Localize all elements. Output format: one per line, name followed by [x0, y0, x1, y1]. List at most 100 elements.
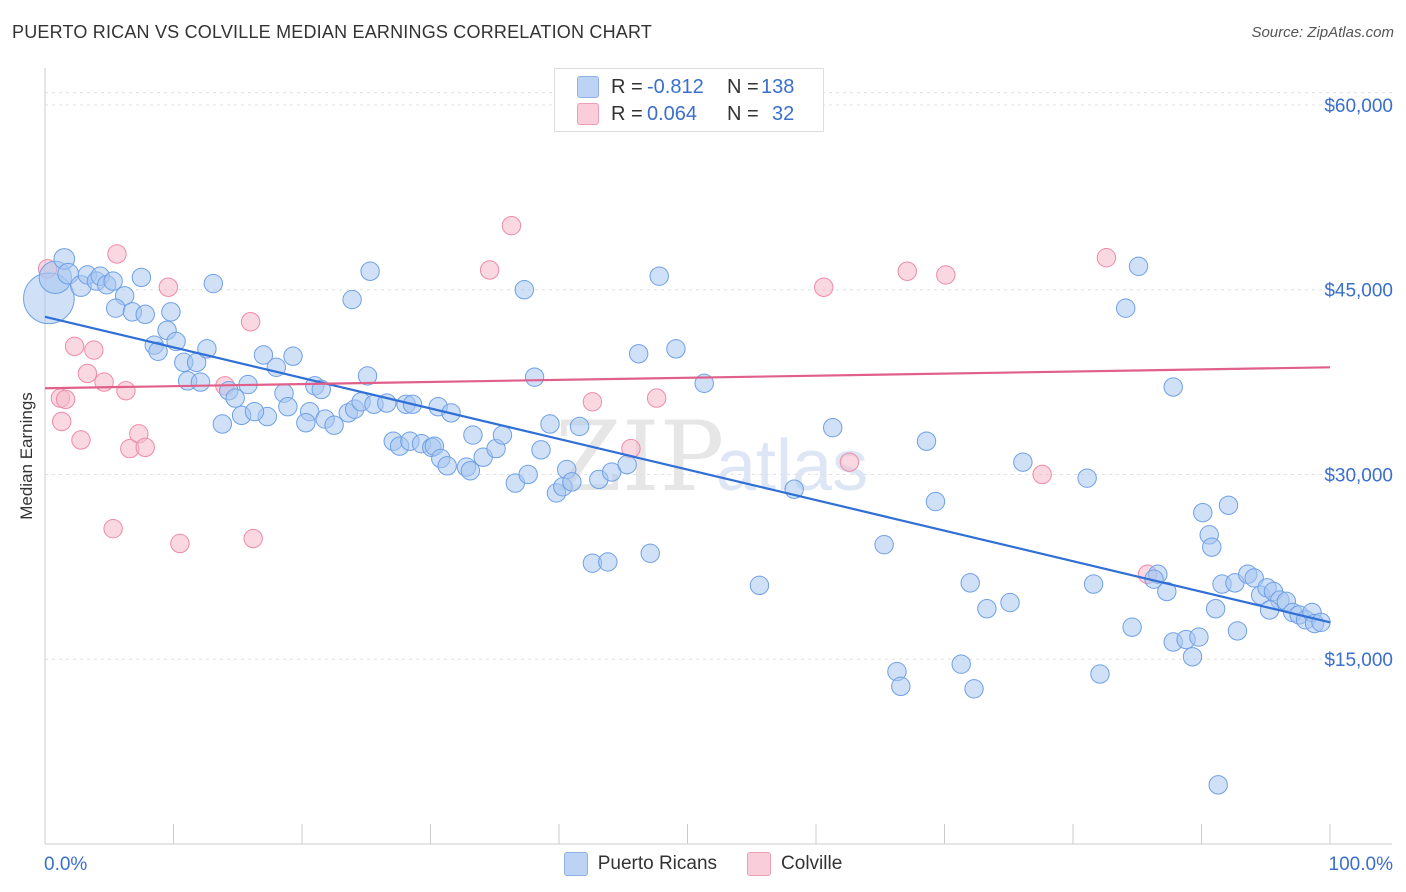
point-colville	[646, 388, 667, 408]
correlation-legend: R = -0.812 N = 138 R = 0.064 N = 32	[554, 68, 824, 132]
point-puerto-ricans	[357, 366, 378, 386]
point-puerto-ricans	[1090, 664, 1110, 684]
legend-swatch-colville	[577, 103, 599, 125]
point-puerto-ricans	[964, 679, 984, 699]
point-colville	[839, 452, 860, 472]
point-puerto-ricans	[649, 266, 669, 286]
legend-n-value: 32	[772, 102, 795, 125]
point-puerto-ricans	[1244, 568, 1264, 588]
y-axis-title: Median Earnings	[17, 392, 36, 520]
point-puerto-ricans	[1157, 581, 1177, 602]
point-puerto-ricans	[103, 271, 123, 291]
point-puerto-ricans	[1077, 468, 1097, 488]
point-puerto-ricans	[296, 413, 316, 433]
point-colville	[103, 518, 123, 539]
point-puerto-ricans	[514, 280, 535, 300]
series-legend-colville: Colville	[747, 852, 842, 876]
point-puerto-ricans	[225, 388, 245, 408]
y-tick-label: $45,000	[1324, 281, 1393, 302]
point-puerto-ricans	[1208, 775, 1228, 795]
legend-n-value: 138	[761, 75, 795, 98]
legend-r-value: 0.064	[647, 102, 698, 125]
point-colville	[170, 533, 190, 554]
point-colville	[1096, 247, 1117, 268]
point-puerto-ricans	[253, 345, 274, 365]
point-puerto-ricans	[278, 397, 298, 417]
point-colville	[582, 392, 603, 412]
point-colville	[64, 336, 85, 357]
chart-title: PUERTO RICAN VS COLVILLE MEDIAN EARNINGS…	[12, 22, 653, 42]
series-swatch-colville	[747, 852, 772, 876]
legend-row-puerto-ricans: R = -0.812 N = 138	[577, 74, 794, 100]
point-puerto-ricans	[148, 341, 168, 362]
point-colville	[243, 528, 263, 549]
point-puerto-ricans	[460, 461, 481, 481]
x-tick-label-end: 100.0%	[1329, 854, 1394, 875]
point-colville	[897, 261, 917, 281]
axes	[44, 68, 1392, 845]
point-colville	[116, 381, 136, 401]
point-puerto-ricans	[1202, 537, 1222, 557]
y-tick-label: $15,000	[1324, 650, 1393, 671]
trend-lines	[44, 315, 1331, 624]
legend-r-label: R =	[611, 102, 643, 125]
point-puerto-ricans	[105, 298, 126, 318]
point-puerto-ricans	[874, 534, 894, 555]
point-colville	[77, 363, 98, 384]
y-tick-label: $60,000	[1324, 96, 1393, 117]
point-colville	[158, 277, 179, 297]
point-puerto-ricans	[1205, 599, 1226, 619]
series-name-puerto-ricans: Puerto Ricans	[597, 853, 718, 874]
legend-r-value: -0.812	[647, 75, 704, 98]
trend-line-puerto-ricans	[44, 315, 1331, 624]
point-colville	[55, 389, 76, 410]
point-puerto-ricans	[283, 346, 303, 366]
point-puerto-ricans	[562, 472, 582, 492]
point-colville	[135, 437, 155, 458]
point-puerto-ricans	[360, 261, 380, 281]
point-puerto-ricans	[190, 372, 211, 392]
point-puerto-ricans	[628, 344, 649, 364]
point-colville	[479, 260, 500, 280]
point-colville	[936, 265, 956, 285]
point-colville	[52, 411, 72, 432]
point-puerto-ricans	[492, 425, 513, 445]
point-puerto-ricans	[640, 543, 660, 564]
point-puerto-ricans	[666, 339, 686, 359]
point-puerto-ricans	[960, 573, 980, 593]
point-puerto-ricans	[749, 575, 770, 596]
point-colville	[71, 430, 91, 450]
point-colville	[107, 244, 127, 264]
point-puerto-ricans	[1193, 502, 1213, 523]
point-puerto-ricans	[1122, 617, 1142, 637]
point-puerto-ricans	[891, 676, 911, 697]
point-puerto-ricans	[1227, 621, 1248, 641]
point-colville	[84, 340, 104, 360]
point-colville	[1032, 464, 1052, 485]
y-tick-label: $30,000	[1324, 465, 1393, 486]
point-puerto-ricans	[1163, 377, 1183, 397]
point-puerto-ricans	[1128, 256, 1149, 277]
axis-labels: $15,000 $30,000 $45,000 $60,000 0.0% 100.0% Me…	[17, 96, 1393, 875]
points	[23, 215, 1331, 795]
point-puerto-ricans	[342, 289, 362, 310]
point-colville	[94, 372, 114, 392]
point-puerto-ricans	[524, 367, 545, 387]
point-colville	[501, 215, 522, 236]
point-puerto-ricans	[244, 401, 265, 422]
legend-row-colville: R = 0.064 N = 32	[577, 101, 794, 127]
point-puerto-ricans	[925, 491, 946, 512]
watermark: ZIP atlas	[555, 401, 868, 513]
point-puerto-ricans	[1182, 647, 1203, 667]
point-puerto-ricans	[598, 552, 618, 572]
point-puerto-ricans	[1000, 592, 1020, 613]
point-puerto-ricans	[916, 431, 937, 451]
point-puerto-ricans	[1115, 298, 1136, 318]
series-name-colville: Colville	[781, 853, 843, 874]
point-puerto-ricans	[569, 416, 590, 437]
source-label: Source: ZipAtlas.com	[1251, 24, 1394, 41]
point-puerto-ricans	[977, 599, 997, 619]
trend-line-colville	[44, 366, 1331, 390]
point-puerto-ricans	[823, 417, 843, 438]
point-puerto-ricans	[540, 414, 560, 434]
